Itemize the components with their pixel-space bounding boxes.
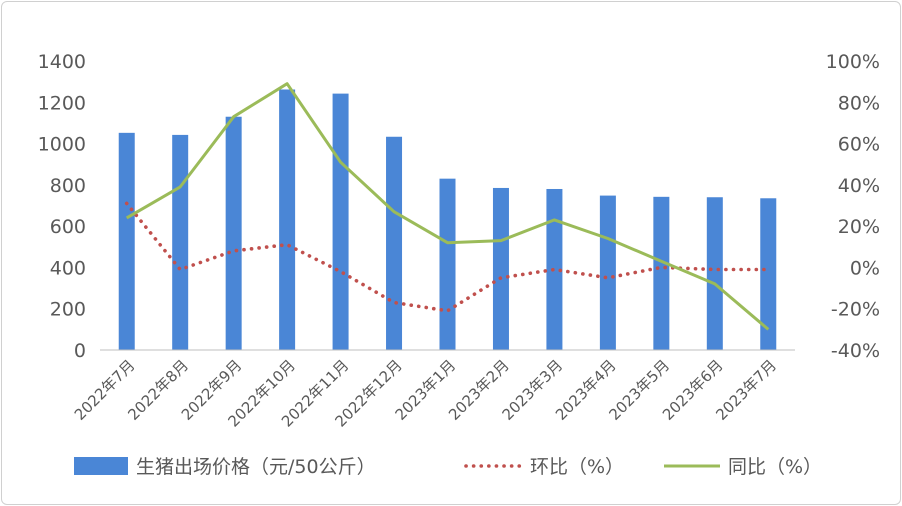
y-axis-right: -40% -20% 0% 20% 40% 60% 80% 100%	[826, 51, 880, 362]
bar-2023年2月	[492, 187, 509, 350]
y-axis-left: 0 200 400 600 800 1000 1200 1400	[38, 51, 86, 362]
line-series-group	[124, 82, 771, 331]
bar-2023年5月	[653, 196, 670, 350]
legend-label-mom: 环比（%）	[530, 456, 624, 478]
bar-2023年4月	[599, 195, 616, 350]
bar-2022年9月	[225, 116, 242, 350]
y-right-tick-label: -20%	[831, 299, 880, 321]
bar-2022年10月	[279, 89, 296, 350]
yoy-change-line	[125, 82, 770, 331]
y-left-tick-label: 1000	[38, 134, 86, 156]
bar-2023年1月	[439, 178, 456, 350]
mom-change-line	[124, 201, 771, 313]
y-left-tick-label: 800	[50, 175, 86, 197]
legend: 生猪出场价格（元/50公斤） 环比（%） 同比（%）	[74, 456, 822, 478]
y-right-tick-label: -40%	[831, 340, 880, 362]
legend-swatch-price	[74, 457, 128, 475]
y-left-tick-label: 1200	[38, 92, 86, 114]
y-left-tick-label: 600	[50, 216, 86, 238]
bar-series-group	[118, 89, 777, 350]
x-axis-ticks: 2022年7月2022年8月2022年9月2022年10月2022年11月202…	[71, 356, 780, 430]
bar-2023年7月	[760, 198, 777, 350]
y-left-tick-label: 1400	[38, 51, 86, 73]
y-right-tick-label: 80%	[838, 92, 880, 114]
legend-label-yoy: 同比（%）	[728, 456, 822, 478]
y-right-tick-label: 0%	[850, 257, 880, 279]
y-right-tick-label: 40%	[838, 175, 880, 197]
bar-2023年6月	[706, 197, 723, 350]
y-left-tick-label: 200	[50, 299, 86, 321]
bar-2022年7月	[118, 132, 135, 350]
bar-2022年12月	[386, 136, 403, 350]
legend-label-price: 生猪出场价格（元/50公斤）	[136, 456, 376, 478]
y-right-tick-label: 60%	[838, 134, 880, 156]
y-right-tick-label: 100%	[826, 51, 880, 73]
y-left-tick-label: 400	[50, 257, 86, 279]
y-left-tick-label: 0	[74, 340, 86, 362]
bar-2022年11月	[332, 93, 349, 350]
y-right-tick-label: 20%	[838, 216, 880, 238]
bar-2022年8月	[172, 134, 189, 350]
